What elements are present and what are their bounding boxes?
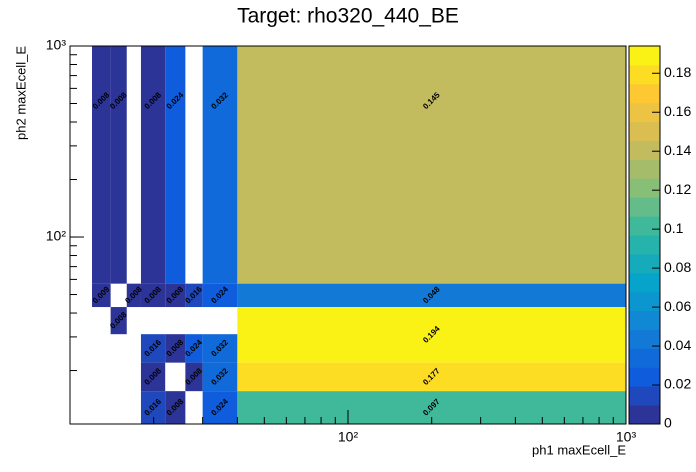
cell	[237, 307, 626, 363]
cell	[185, 362, 203, 392]
colorbar-tick-label: 0.08	[664, 259, 691, 275]
colorbar-tick-label: 0.02	[664, 376, 691, 392]
cell	[140, 334, 166, 363]
x-tick-label: 10³	[616, 429, 637, 445]
colorbar-frame	[628, 45, 661, 425]
colorbar-band	[629, 272, 660, 293]
colorbar-tick-label: 0	[664, 415, 672, 431]
colorbar-band	[629, 83, 660, 104]
cell	[185, 334, 203, 363]
colorbar-band	[629, 348, 660, 368]
colorbar-band	[629, 102, 660, 123]
cell	[92, 46, 111, 284]
colorbar-tick-label: 0.12	[664, 181, 691, 197]
colorbar-band	[629, 386, 660, 406]
y-tick-label: 10³	[46, 37, 67, 53]
colorbar-band	[629, 197, 660, 217]
colorbar-band	[629, 253, 660, 274]
cell	[126, 283, 141, 308]
colorbar-band	[629, 291, 660, 312]
colorbar-tick-label: 0.14	[664, 142, 691, 158]
cell	[165, 391, 186, 424]
x-axis-label: ph1 maxEcell_E	[532, 442, 626, 457]
colorbar-tick-label: 0.04	[664, 337, 691, 353]
colorbar-band	[629, 64, 660, 85]
colorbar-band	[629, 121, 660, 141]
colorbar-band	[629, 216, 660, 236]
colorbar-band	[629, 405, 660, 425]
cell	[92, 283, 111, 308]
colorbar-band	[629, 159, 660, 179]
cell	[110, 307, 127, 335]
cell	[165, 283, 186, 308]
colorbar-band	[629, 46, 660, 66]
colorbar-band	[629, 235, 660, 255]
y-axis-label: ph2 maxEcell_E	[13, 46, 28, 140]
cell	[202, 46, 238, 284]
cell	[202, 362, 238, 392]
cell	[237, 362, 626, 392]
colorbar-tick-label: 0.16	[664, 103, 691, 119]
cell	[237, 283, 626, 308]
cell	[202, 283, 238, 308]
colorbar-band	[629, 367, 660, 387]
cell	[237, 46, 626, 284]
cell	[140, 391, 166, 424]
cell	[140, 46, 166, 284]
cell	[165, 334, 186, 363]
cell	[110, 46, 127, 284]
cell	[202, 391, 238, 424]
cell	[202, 334, 238, 363]
colorbar-band	[629, 178, 660, 198]
cell	[140, 283, 166, 308]
cell	[165, 46, 186, 284]
cell	[185, 283, 203, 308]
colorbar-band	[629, 140, 660, 160]
colorbar-tick-label: 0.06	[664, 298, 691, 314]
x-tick-label: 10²	[338, 429, 359, 445]
y-tick-label: 10²	[46, 228, 67, 244]
colorbar-tick-label: 0.18	[664, 64, 691, 80]
cell	[140, 362, 166, 392]
colorbar-tick-label: 0.1	[664, 220, 684, 236]
chart-title: Target: rho320_440_BE	[237, 5, 459, 28]
colorbar-band	[629, 310, 660, 330]
colorbar-band	[629, 329, 660, 349]
